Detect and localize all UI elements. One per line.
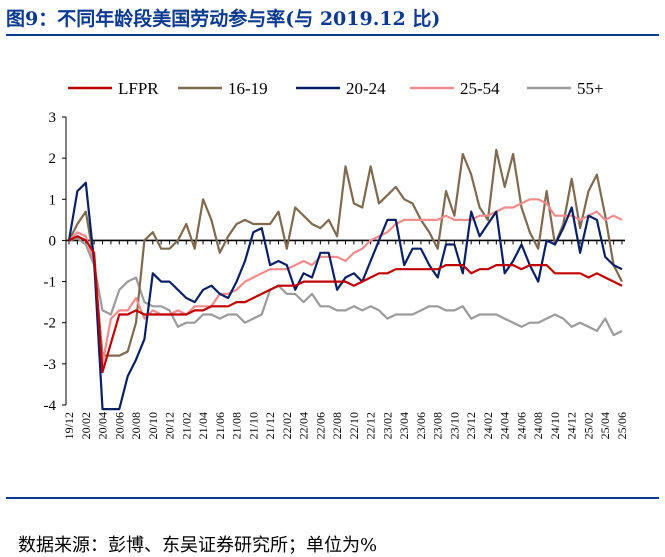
y-tick-label: 2	[49, 151, 57, 167]
y-tick-label: 1	[49, 192, 57, 208]
x-tick-label: 24/06	[514, 412, 528, 439]
x-tick-label: 20/04	[96, 412, 110, 439]
x-tick-label: 23/04	[397, 412, 411, 439]
x-tick-label: 22/08	[330, 412, 344, 439]
y-tick-label: -1	[44, 275, 57, 291]
x-tick-label: 23/10	[447, 412, 461, 439]
chart-legend: LFPR 16-19 20-24 25-54 55+	[68, 79, 604, 98]
legend-label: LFPR	[118, 79, 159, 98]
y-tick-label: -4	[44, 398, 57, 414]
x-tick-label: 20/12	[163, 412, 177, 439]
x-tick-label: 21/10	[246, 412, 260, 439]
x-tick-label: 24/02	[481, 412, 495, 439]
x-tick-label: 22/02	[280, 412, 294, 439]
footer-divider	[6, 497, 659, 499]
x-tick-label: 20/08	[129, 412, 143, 439]
x-tick-label: 24/04	[498, 412, 512, 439]
y-tick-label: -2	[44, 316, 57, 332]
legend-label: 20-24	[346, 79, 386, 98]
series-line-lfpr	[68, 235, 623, 374]
x-tick-label: 20/06	[112, 412, 126, 439]
x-tick-label: 25/06	[615, 412, 629, 439]
y-tick-label: -3	[44, 357, 57, 373]
x-tick-label: 20/10	[146, 412, 160, 439]
x-tick-label: 19/12	[62, 412, 76, 439]
x-tick-label: 23/12	[464, 412, 478, 439]
series-line-20-24	[67, 181, 623, 411]
x-tick-label: 22/12	[364, 412, 378, 439]
legend-label: 55+	[577, 79, 604, 98]
title-divider	[6, 34, 659, 36]
x-tick-label: 23/02	[380, 412, 394, 439]
x-tick-label: 23/08	[431, 412, 445, 439]
y-tick-label: 0	[49, 233, 57, 249]
x-tick-label: 21/12	[263, 412, 277, 439]
series-line-16-19	[68, 148, 623, 357]
legend-label: 25-54	[460, 79, 500, 98]
x-tick-label: 23/06	[414, 412, 428, 439]
x-tick-label: 21/04	[196, 412, 210, 439]
x-tick-label: 22/04	[297, 412, 311, 439]
x-tick-label: 25/04	[598, 412, 612, 439]
x-tick-label: 25/02	[581, 412, 595, 439]
x-tick-label: 21/06	[213, 412, 227, 439]
x-tick-label: 20/02	[79, 412, 93, 439]
title-bar: 图9：不同年龄段美国劳动参与率(与 2019.12 比)	[0, 0, 665, 40]
chart-series-lines	[67, 148, 623, 411]
series-line-55-plus	[68, 237, 623, 337]
x-tick-label: 24/12	[565, 412, 579, 439]
labor-participation-chart: LFPR 16-19 20-24 25-54 55+ -4 -3 -2 -1 0 1 2 3 19/12…	[44, 79, 630, 439]
source-note: 数据来源：彭博、东吴证券研究所；单位为%	[18, 535, 378, 556]
chart-title: 图9：不同年龄段美国劳动参与率(与 2019.12 比)	[6, 8, 441, 30]
x-tick-label: 24/08	[531, 412, 545, 439]
x-tick-label: 24/10	[548, 412, 562, 439]
y-tick-label: 3	[49, 110, 57, 126]
legend-label: 16-19	[228, 79, 268, 98]
x-tick-label: 22/10	[347, 412, 361, 439]
x-tick-label: 21/08	[230, 412, 244, 439]
x-tick-label: 21/02	[179, 412, 193, 439]
x-tick-label: 22/06	[313, 412, 327, 439]
